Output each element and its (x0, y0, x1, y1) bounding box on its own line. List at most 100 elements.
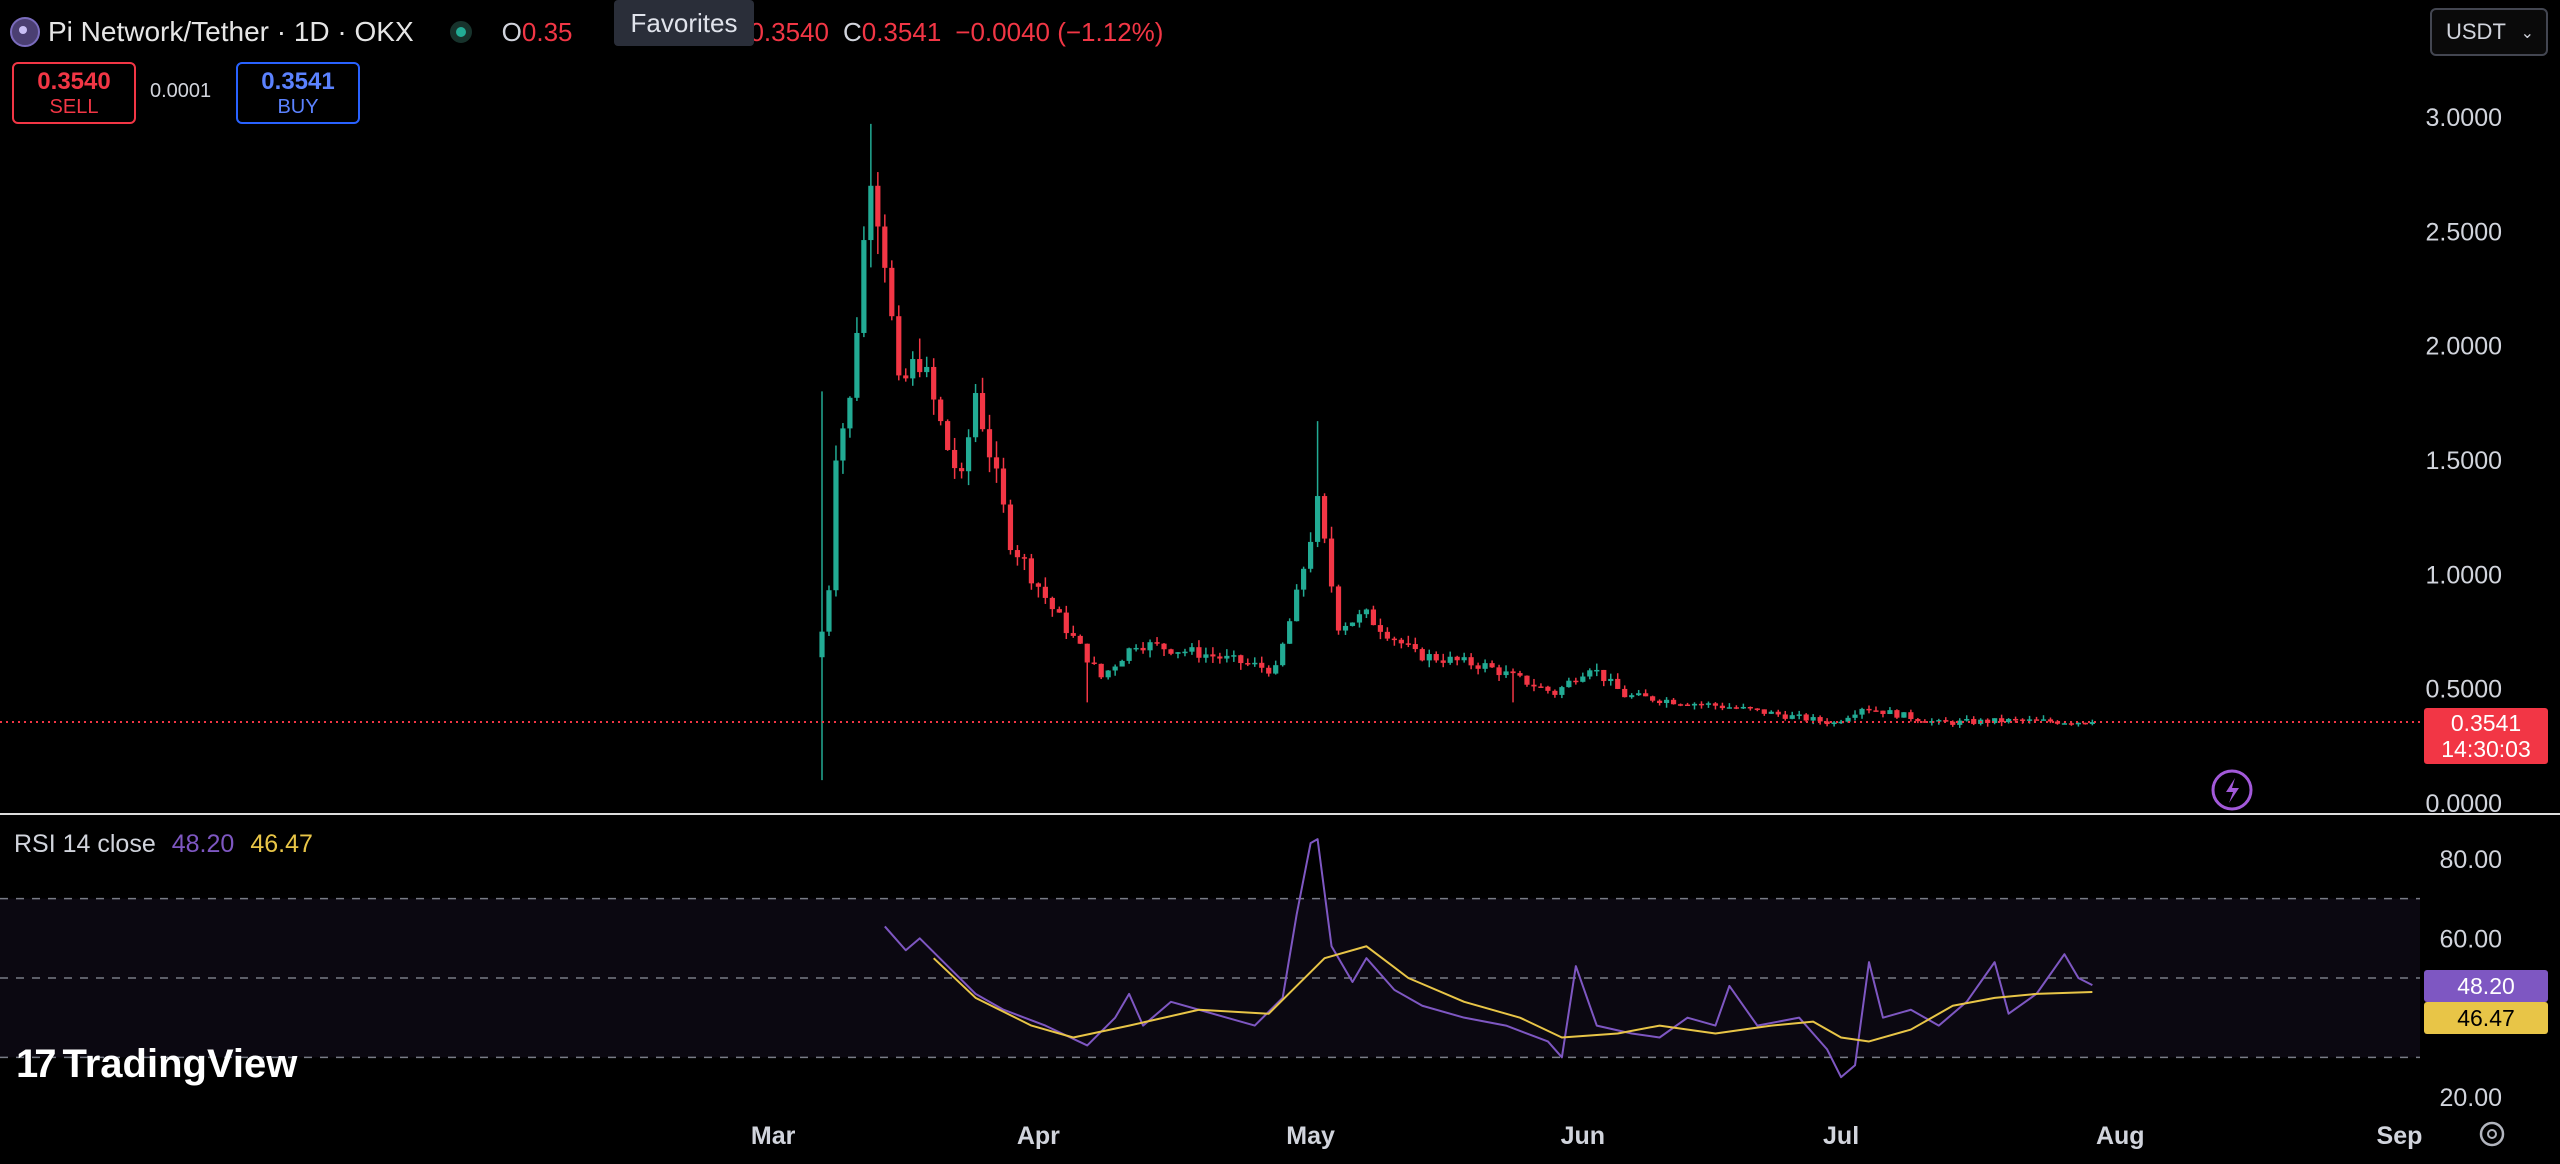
candle-body (1684, 704, 1691, 707)
candle-body (1838, 721, 1844, 724)
candle-body (1915, 719, 1921, 722)
candle-body (1419, 649, 1425, 661)
candle-body (1042, 586, 1048, 598)
time-tick-label: Aug (2096, 1122, 2145, 1150)
candle-body (1803, 714, 1809, 721)
candle-body (2082, 722, 2088, 725)
candle-body (1517, 673, 1523, 676)
candle-body (1196, 647, 1202, 658)
candle-body (875, 185, 881, 227)
candle-body (1077, 635, 1083, 644)
candle-body (1028, 558, 1034, 584)
symbol-header[interactable]: Pi Network/Tether · 1D · OKX O0.35 3 L0.… (10, 12, 1163, 52)
candle-body (1084, 643, 1090, 663)
rsi-ma-line (932, 945, 2093, 1043)
candle-body (1182, 651, 1188, 654)
price-tick-label: 1.0000 (2426, 561, 2502, 589)
rsi-legend[interactable]: RSI 14 close 48.20 46.47 (14, 830, 313, 859)
candle-body (1468, 657, 1474, 666)
spread-value: 0.0001 (150, 80, 212, 102)
buy-price: 0.3541 (261, 67, 335, 95)
price-candles (819, 123, 2095, 781)
price-tick-label: 0.0000 (2426, 790, 2502, 818)
sell-label: SELL (49, 95, 99, 118)
candle-body (1168, 649, 1174, 654)
candle-body (1761, 709, 1767, 714)
candle-body (965, 437, 972, 472)
candle-body (979, 393, 986, 430)
candle-body (1580, 676, 1586, 682)
candle-body (1719, 705, 1726, 709)
price-tick-label: 3.0000 (2426, 104, 2502, 132)
candle-body (1726, 707, 1732, 709)
rsi-tick-label: 80.00 (2439, 846, 2502, 874)
candle-body (1670, 699, 1677, 705)
candle-body (1817, 717, 1823, 722)
rsi-value-tag: 48.20 (2424, 970, 2548, 1002)
candle-body (1768, 711, 1774, 714)
candle-body (1936, 720, 1942, 722)
candle-body (1845, 717, 1851, 722)
candle-body (1321, 496, 1328, 539)
tradingview-logo[interactable]: 17 TradingView (16, 1042, 297, 1087)
candle-body (1007, 504, 1014, 551)
sell-button[interactable]: 0.3540 SELL (12, 62, 136, 124)
symbol-title[interactable]: Pi Network/Tether · 1D · OKX (48, 16, 414, 47)
currency-select[interactable]: USDT ⌄ (2430, 8, 2548, 56)
candle-body (1133, 647, 1139, 650)
time-tick-label: May (1286, 1122, 1335, 1150)
candle-body (1461, 657, 1467, 661)
candle-body (1573, 680, 1579, 683)
rsi-tick-label: 60.00 (2439, 925, 2502, 953)
candle-body (1391, 638, 1397, 641)
time-axis[interactable]: MarAprMayJunJulAugSepOct (751, 1122, 2560, 1150)
candle-body (1712, 703, 1719, 706)
candle-body (1643, 693, 1649, 697)
candle-body (1112, 666, 1118, 671)
candle-body (1405, 643, 1411, 645)
candle-body (1992, 718, 1998, 724)
candle-body (1217, 656, 1223, 659)
candle-body (1356, 614, 1363, 623)
candle-body (993, 457, 1000, 469)
candle-body (1601, 669, 1607, 682)
candle-body (1412, 644, 1418, 650)
candle-body (1231, 655, 1237, 657)
lightning-icon[interactable] (2211, 769, 2253, 811)
time-tick-label: Jun (1561, 1122, 1605, 1150)
candle-body (2040, 719, 2047, 721)
sell-price: 0.3540 (37, 67, 111, 95)
candle-body (889, 267, 895, 317)
rsi-ma-value: 46.47 (250, 830, 313, 858)
buy-label: BUY (277, 95, 319, 118)
candle-body (2054, 721, 2061, 724)
time-tick-label: Sep (2377, 1122, 2423, 1150)
candle-body (2019, 719, 2026, 721)
currency-value: USDT (2446, 19, 2506, 44)
candle-body (1503, 671, 1509, 676)
candle-body (1629, 695, 1635, 698)
candle-body (945, 421, 951, 450)
buy-button[interactable]: 0.3541 BUY (236, 62, 360, 124)
candle-body (1021, 557, 1028, 559)
candle-body (1559, 687, 1565, 695)
candle-body (854, 332, 860, 398)
candle-body (1287, 621, 1293, 644)
candle-body (1545, 686, 1551, 691)
candle-body (1189, 647, 1195, 652)
candle-body (1663, 699, 1670, 704)
candle-body (1887, 710, 1893, 715)
price-tag-countdown: 14:30:03 (2441, 736, 2531, 762)
market-status-icon[interactable] (449, 21, 472, 43)
candle-body (1294, 589, 1300, 622)
rsi-axis[interactable]: 80.00 60.00 20.00 (2439, 846, 2502, 1112)
rsi-band-lines (0, 897, 2420, 1059)
candle-body (917, 359, 923, 373)
candle-body (861, 240, 867, 333)
candle-body (1259, 662, 1265, 668)
settings-gear-icon[interactable] (2479, 1121, 2505, 1147)
price-tag: 0.3541 14:30:03 (2424, 708, 2548, 764)
price-axis[interactable]: 3.0000 2.5000 2.0000 1.5000 1.0000 0.5000 0.00… (2426, 104, 2502, 818)
candle-body (1531, 684, 1537, 687)
